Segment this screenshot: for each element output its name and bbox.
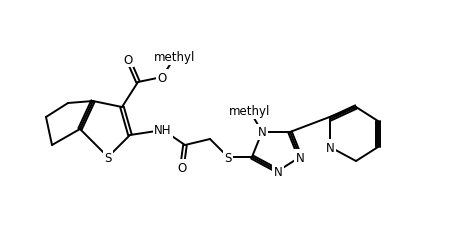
- Text: N: N: [326, 141, 334, 154]
- Text: methyl: methyl: [154, 51, 196, 64]
- Text: O: O: [158, 71, 167, 84]
- Text: N: N: [257, 126, 267, 139]
- Text: O: O: [177, 161, 186, 174]
- Text: N: N: [273, 165, 283, 178]
- Text: NH: NH: [154, 124, 172, 137]
- Text: S: S: [224, 151, 232, 164]
- Text: methyl: methyl: [229, 105, 271, 118]
- Text: N: N: [295, 151, 305, 164]
- Text: S: S: [104, 151, 112, 164]
- Text: O: O: [123, 53, 133, 66]
